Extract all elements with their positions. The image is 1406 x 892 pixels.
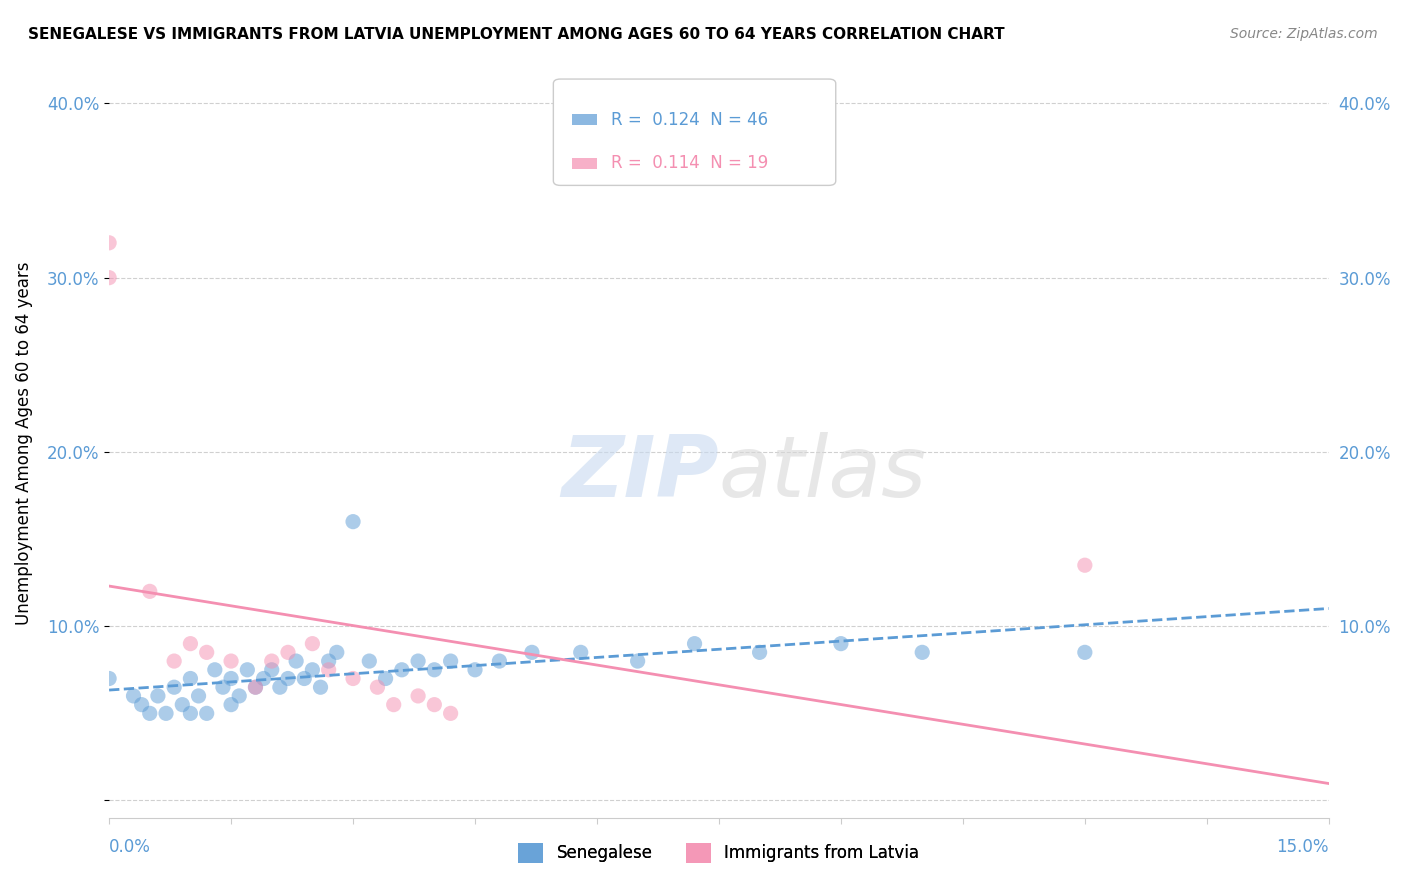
Point bbox=[212, 680, 235, 694]
Point bbox=[179, 637, 201, 651]
Point bbox=[464, 663, 486, 677]
Point bbox=[342, 515, 364, 529]
Point bbox=[228, 689, 250, 703]
Point bbox=[1074, 645, 1097, 659]
Point bbox=[195, 706, 218, 721]
Y-axis label: Unemployment Among Ages 60 to 64 years: Unemployment Among Ages 60 to 64 years bbox=[15, 261, 32, 625]
Point bbox=[179, 706, 201, 721]
Point bbox=[172, 698, 194, 712]
Legend: Senegalese, Immigrants from Latvia: Senegalese, Immigrants from Latvia bbox=[512, 836, 927, 870]
Point bbox=[219, 654, 242, 668]
Point bbox=[179, 672, 201, 686]
Point bbox=[260, 663, 283, 677]
Point bbox=[309, 680, 332, 694]
Point bbox=[366, 680, 388, 694]
Point bbox=[318, 654, 340, 668]
Text: SENEGALESE VS IMMIGRANTS FROM LATVIA UNEMPLOYMENT AMONG AGES 60 TO 64 YEARS CORR: SENEGALESE VS IMMIGRANTS FROM LATVIA UNE… bbox=[28, 27, 1005, 42]
Point bbox=[406, 654, 429, 668]
Point bbox=[569, 645, 592, 659]
Point bbox=[439, 706, 461, 721]
Point bbox=[318, 663, 340, 677]
Point bbox=[260, 654, 283, 668]
Point bbox=[98, 235, 121, 250]
Text: Source: ZipAtlas.com: Source: ZipAtlas.com bbox=[1230, 27, 1378, 41]
Point bbox=[122, 689, 145, 703]
Point bbox=[163, 654, 186, 668]
Point bbox=[301, 663, 323, 677]
Point bbox=[195, 645, 218, 659]
Point bbox=[374, 672, 396, 686]
Point bbox=[292, 672, 315, 686]
Point bbox=[627, 654, 650, 668]
Point bbox=[219, 672, 242, 686]
Point bbox=[146, 689, 169, 703]
Text: ZIP: ZIP bbox=[561, 432, 718, 515]
Point bbox=[911, 645, 934, 659]
Point bbox=[252, 672, 274, 686]
Point bbox=[139, 706, 162, 721]
Point bbox=[98, 270, 121, 285]
Point bbox=[423, 698, 446, 712]
Point bbox=[382, 698, 405, 712]
Point bbox=[163, 680, 186, 694]
Text: 0.0%: 0.0% bbox=[110, 838, 150, 856]
Point bbox=[245, 680, 267, 694]
Point bbox=[683, 637, 706, 651]
Point bbox=[520, 645, 543, 659]
Point bbox=[1074, 558, 1097, 573]
Point bbox=[204, 663, 226, 677]
Text: atlas: atlas bbox=[718, 432, 927, 515]
Point bbox=[131, 698, 153, 712]
Point bbox=[277, 672, 299, 686]
Point bbox=[342, 672, 364, 686]
Point bbox=[155, 706, 177, 721]
Point bbox=[219, 698, 242, 712]
Text: R =  0.114  N = 19: R = 0.114 N = 19 bbox=[612, 154, 768, 172]
Point bbox=[245, 680, 267, 694]
Point bbox=[359, 654, 381, 668]
Point bbox=[748, 645, 770, 659]
Text: 15.0%: 15.0% bbox=[1277, 838, 1329, 856]
Point bbox=[236, 663, 259, 677]
Point bbox=[406, 689, 429, 703]
Point bbox=[277, 645, 299, 659]
Point bbox=[830, 637, 852, 651]
Text: R =  0.124  N = 46: R = 0.124 N = 46 bbox=[612, 111, 768, 128]
Point bbox=[301, 637, 323, 651]
Point bbox=[187, 689, 209, 703]
Point bbox=[285, 654, 308, 668]
Point bbox=[488, 654, 510, 668]
Point bbox=[423, 663, 446, 677]
Point bbox=[269, 680, 291, 694]
Point bbox=[98, 672, 121, 686]
Point bbox=[391, 663, 413, 677]
Point bbox=[439, 654, 461, 668]
Point bbox=[139, 584, 162, 599]
Point bbox=[326, 645, 349, 659]
